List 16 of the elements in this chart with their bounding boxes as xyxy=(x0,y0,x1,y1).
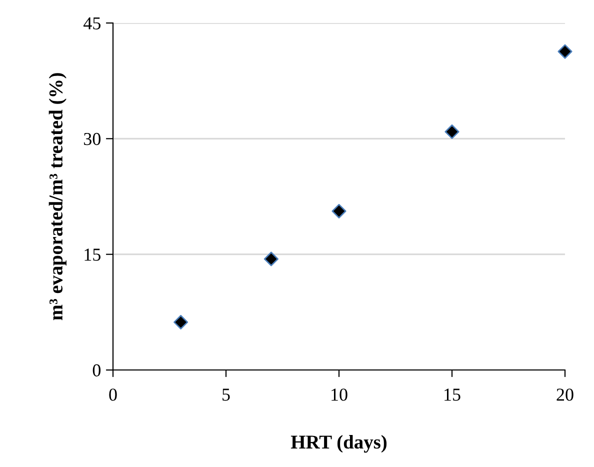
point xyxy=(332,204,346,218)
x-tick-label: 20 xyxy=(556,388,574,401)
y-tick-label: 0 xyxy=(92,364,101,376)
x-axis-title: HRT (days) xyxy=(290,434,387,453)
point xyxy=(558,44,572,59)
y-tick-label: 15 xyxy=(84,248,100,261)
point xyxy=(174,314,188,330)
x-tick-label: 0 xyxy=(109,388,117,401)
x-tick-label: 15 xyxy=(444,388,460,401)
y-tick-label: 30 xyxy=(84,132,101,146)
x-tick-label: 5 xyxy=(222,388,230,401)
y-axis-title: m³ evaporated/m³ treated (%) xyxy=(48,73,66,320)
y-tick-label: 45 xyxy=(83,17,100,30)
x-tick-label: 10 xyxy=(332,388,348,401)
point xyxy=(264,252,278,266)
point xyxy=(444,124,460,140)
